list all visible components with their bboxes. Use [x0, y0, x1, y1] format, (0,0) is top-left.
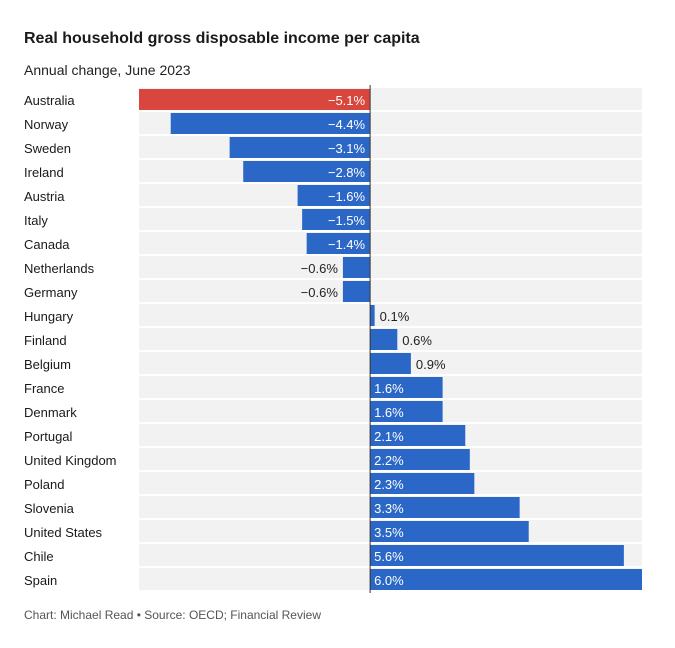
bar [139, 89, 371, 110]
value-label: −0.6% [301, 285, 339, 300]
row-background [139, 232, 642, 254]
value-label: 6.0% [374, 573, 404, 588]
category-label: France [24, 381, 64, 396]
chart-title: Real household gross disposable income p… [24, 30, 420, 47]
category-label: Germany [24, 285, 78, 300]
bar [370, 545, 624, 566]
category-label: Canada [24, 237, 70, 252]
value-label: 0.6% [402, 333, 432, 348]
value-label: −1.4% [328, 237, 366, 252]
bar [370, 497, 520, 518]
value-label: 3.5% [374, 525, 404, 540]
category-label: Poland [24, 477, 64, 492]
category-label: Italy [24, 213, 48, 228]
category-label: Spain [24, 573, 57, 588]
bar [297, 185, 371, 206]
category-label: Slovenia [24, 501, 75, 516]
row-background [139, 184, 642, 206]
category-label: Finland [24, 333, 67, 348]
category-label: United States [24, 525, 103, 540]
bar [370, 305, 375, 326]
value-label: 2.3% [374, 477, 404, 492]
bar [370, 521, 529, 542]
category-label: Chile [24, 549, 54, 564]
row-background [139, 136, 642, 158]
row-background [139, 256, 642, 278]
row-background [139, 160, 642, 182]
value-label: 2.1% [374, 429, 404, 444]
category-label: Hungary [24, 309, 74, 324]
bar [370, 449, 470, 470]
chart-source: Chart: Michael Read • Source: OECD; Fina… [24, 608, 321, 622]
bar [170, 113, 371, 134]
category-label: Netherlands [24, 261, 95, 276]
category-label: Australia [24, 93, 75, 108]
row-background [139, 304, 642, 326]
category-label: Sweden [24, 141, 71, 156]
value-label: −4.4% [328, 117, 366, 132]
value-label: −1.5% [328, 213, 366, 228]
value-label: −1.6% [328, 189, 366, 204]
value-label: 3.3% [374, 501, 404, 516]
value-label: 0.9% [416, 357, 446, 372]
value-label: 5.6% [374, 549, 404, 564]
category-label: United Kingdom [24, 453, 117, 468]
row-background [139, 208, 642, 230]
bar [342, 281, 371, 302]
chart-subtitle: Annual change, June 2023 [24, 62, 191, 78]
value-label: 2.2% [374, 453, 404, 468]
bar [370, 569, 642, 590]
value-label: −2.8% [328, 165, 366, 180]
bar [306, 233, 371, 254]
bar [302, 209, 371, 230]
bar [370, 473, 475, 494]
bar [370, 401, 443, 422]
bar [229, 137, 371, 158]
category-label: Portugal [24, 429, 73, 444]
category-label: Belgium [24, 357, 71, 372]
bar [243, 161, 371, 182]
category-label: Austria [24, 189, 65, 204]
value-label: −0.6% [301, 261, 339, 276]
category-label: Norway [24, 117, 69, 132]
bar [342, 257, 371, 278]
category-label: Denmark [24, 405, 77, 420]
bar [370, 329, 398, 350]
bar [370, 377, 443, 398]
value-label: 1.6% [374, 405, 404, 420]
bar [370, 353, 411, 374]
value-label: 0.1% [380, 309, 410, 324]
value-label: −5.1% [328, 93, 366, 108]
category-label: Ireland [24, 165, 64, 180]
value-label: −3.1% [328, 141, 366, 156]
row-background [139, 280, 642, 302]
bar-chart: Australia −5.1% Norway −4.4% Sweden −3.1% Irel… [24, 85, 642, 593]
value-label: 1.6% [374, 381, 404, 396]
bar [370, 425, 466, 446]
